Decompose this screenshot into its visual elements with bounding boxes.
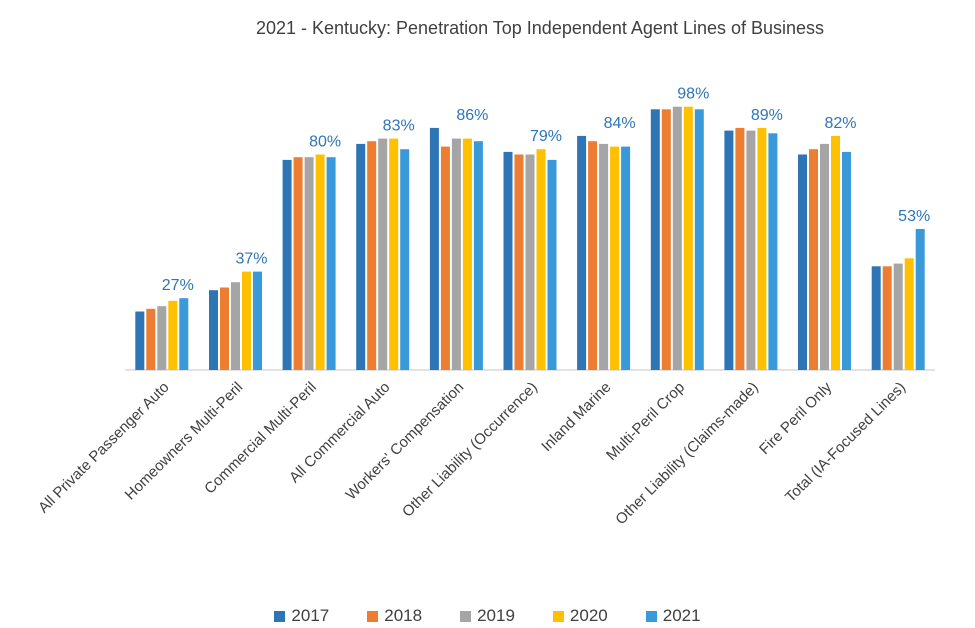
bar-2017-8 bbox=[650, 109, 660, 371]
bar-2021-6 bbox=[547, 159, 557, 370]
bar-2017-2 bbox=[209, 290, 218, 370]
bar-2019-9 bbox=[746, 130, 756, 370]
bar-2018-7 bbox=[588, 141, 598, 370]
bar-2020-1 bbox=[168, 300, 178, 370]
legend-swatch-2020 bbox=[552, 610, 564, 622]
bar-2018-4 bbox=[367, 141, 377, 370]
bar-2019-5 bbox=[451, 138, 461, 370]
legend-item-2017: 2017 bbox=[274, 606, 329, 626]
legend-label-2020: 2020 bbox=[569, 606, 608, 625]
bar-2017-9 bbox=[724, 130, 734, 370]
bar-2020-9 bbox=[757, 127, 767, 371]
data-label-4: 83% bbox=[383, 118, 415, 135]
bar-2019-2 bbox=[231, 282, 240, 370]
legend-item-2020: 2020 bbox=[552, 606, 608, 626]
x-tick-label-9: Other Liability (Claims-made) bbox=[612, 379, 761, 528]
bar-2019-6 bbox=[525, 154, 535, 370]
bar-2019-3 bbox=[304, 157, 314, 370]
legend-label-2018: 2018 bbox=[384, 606, 423, 625]
bar-2020-7 bbox=[610, 146, 620, 370]
legend-swatch-2021 bbox=[645, 610, 657, 622]
legend-label-2019: 2019 bbox=[477, 606, 515, 625]
bar-2018-10 bbox=[809, 149, 818, 370]
legend-item-2019: 2019 bbox=[460, 606, 515, 626]
bar-2020-4 bbox=[389, 138, 399, 370]
x-tick-label-1: All Private Passenger Auto bbox=[35, 379, 173, 517]
bar-2021-8 bbox=[694, 109, 704, 371]
bar-2021-3 bbox=[326, 157, 336, 370]
bar-2019-8 bbox=[672, 106, 682, 370]
bar-2017-1 bbox=[135, 311, 145, 370]
legend-label-2021: 2021 bbox=[662, 606, 701, 625]
bar-2018-6 bbox=[514, 154, 524, 370]
bar-2020-11 bbox=[904, 258, 914, 370]
bar-2018-5 bbox=[440, 146, 450, 370]
bar-2021-1 bbox=[179, 298, 189, 370]
data-label-5: 86% bbox=[456, 107, 488, 124]
bar-2018-9 bbox=[735, 127, 745, 371]
bar-2021-9 bbox=[768, 133, 778, 370]
bar-2021-5 bbox=[473, 141, 483, 370]
chart-title: 2021 - Kentucky: Penetration Top Indepen… bbox=[255, 18, 825, 38]
bar-2019-10 bbox=[820, 143, 829, 370]
x-tick-label-7: Inland Marine bbox=[538, 379, 614, 455]
data-label-9: 89% bbox=[751, 107, 783, 124]
bar-2020-5 bbox=[462, 138, 472, 370]
data-label-11: 53% bbox=[898, 208, 930, 225]
bar-2021-10 bbox=[842, 151, 851, 370]
bar-2019-1 bbox=[157, 306, 167, 370]
bar-2017-4 bbox=[356, 143, 366, 370]
x-tick-label-11: Total (IA-Focused Lines) bbox=[782, 379, 909, 506]
bar-2020-3 bbox=[315, 154, 325, 370]
bar-2018-2 bbox=[220, 287, 229, 370]
bar-2020-2 bbox=[242, 271, 251, 370]
bar-2018-8 bbox=[661, 109, 671, 371]
data-label-7: 84% bbox=[604, 115, 636, 132]
bar-2017-7 bbox=[577, 135, 587, 370]
bar-2017-3 bbox=[282, 159, 292, 370]
bar-2017-11 bbox=[871, 266, 881, 370]
bar-2018-11 bbox=[882, 266, 892, 370]
x-tick-label-6: Other Liability (Occurrence) bbox=[399, 379, 541, 521]
bar-2017-6 bbox=[503, 151, 513, 370]
data-label-8: 98% bbox=[677, 86, 709, 103]
x-tick-label-8: Multi-Peril Crop bbox=[603, 379, 688, 464]
legend-item-2018: 2018 bbox=[367, 606, 422, 626]
bar-2019-7 bbox=[599, 143, 609, 370]
data-label-10: 82% bbox=[824, 115, 856, 132]
bar-2020-6 bbox=[536, 149, 546, 370]
data-label-2: 37% bbox=[235, 251, 267, 268]
bar-2017-10 bbox=[798, 154, 807, 370]
bar-2018-3 bbox=[293, 157, 303, 370]
x-tick-label-10: Fire Peril Only bbox=[756, 378, 836, 458]
bar-2021-11 bbox=[915, 229, 925, 370]
bar-2020-8 bbox=[683, 106, 693, 370]
chart-legend: 2017 2018 2019 2020 2021 bbox=[0, 606, 975, 626]
bar-2021-4 bbox=[400, 149, 410, 370]
legend-label-2017: 2017 bbox=[291, 606, 330, 625]
bar-2021-7 bbox=[621, 146, 631, 370]
legend-swatch-2019 bbox=[460, 610, 472, 622]
legend-swatch-2018 bbox=[367, 610, 379, 622]
legend-item-2021: 2021 bbox=[645, 606, 701, 626]
legend-swatch-2017 bbox=[274, 610, 286, 622]
x-tick-label-2: Homeowners Multi-Peril bbox=[122, 379, 247, 504]
data-label-1: 27% bbox=[162, 277, 194, 294]
bar-2019-11 bbox=[893, 263, 903, 370]
bar-2018-1 bbox=[146, 308, 156, 370]
x-tick-label-5: Workers' Compensation bbox=[343, 379, 468, 504]
chart-plot: 27% All Private Passenger Auto 37% Homeowne… bbox=[35, 86, 935, 528]
bar-2017-5 bbox=[429, 127, 439, 371]
data-label-6: 79% bbox=[530, 128, 562, 145]
bar-2021-2 bbox=[253, 271, 262, 370]
bar-2019-4 bbox=[378, 138, 388, 370]
data-label-3: 80% bbox=[309, 134, 341, 151]
bar-2020-10 bbox=[831, 135, 840, 370]
